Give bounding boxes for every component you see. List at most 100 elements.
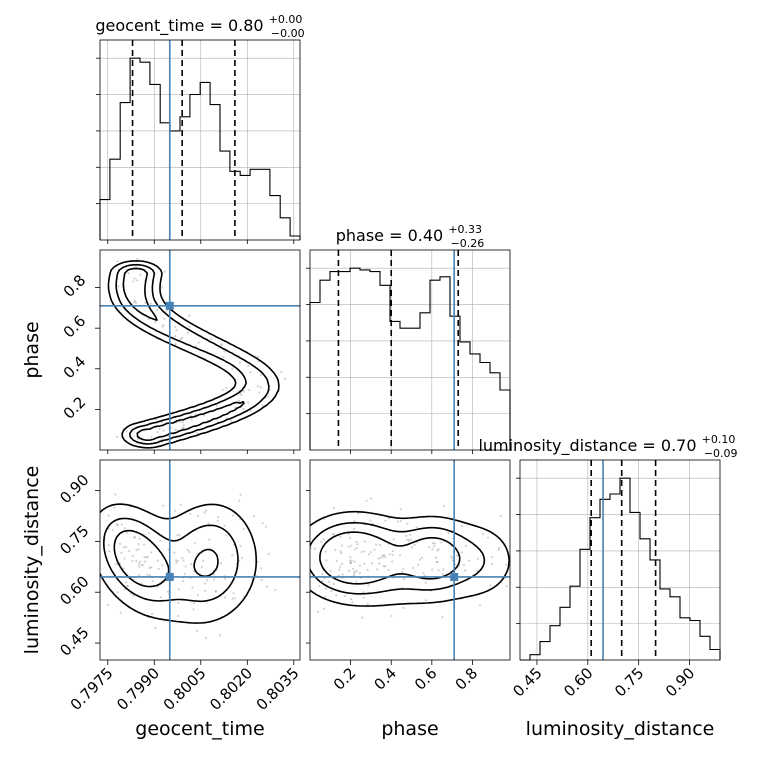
scatter-point-luminosity-distance-vs-geocent-time-627 [146,573,149,577]
scatter-point-luminosity-distance-vs-phase-21 [428,546,431,549]
xtick-label-geocent-time-1: 0.7990 [113,664,163,714]
truth-lines-luminosity-distance-vs-phase [310,460,510,660]
scatter-point-luminosity-distance-vs-phase-305 [436,560,439,564]
scatter-point-phase-vs-geocent-time-387 [259,373,262,377]
scatter-point-phase-vs-geocent-time-186 [132,280,135,283]
scatter-point-luminosity-distance-vs-geocent-time-56 [200,565,203,569]
scatter-point-luminosity-distance-vs-geocent-time-527 [156,559,159,562]
title-luminosity-distance-plus: +0.10 [702,433,736,446]
xtick-label-phase-0: 0.2 [330,664,360,694]
scatter-point-luminosity-distance-vs-phase-753 [476,557,480,560]
ylabel-luminosity-distance: luminosity_distance [21,466,43,655]
scatter-point-luminosity-distance-vs-geocent-time-182 [238,499,241,502]
scatter-point-luminosity-distance-vs-phase-505 [406,538,409,541]
scatter-point-phase-vs-geocent-time-751 [249,409,252,412]
contour-luminosity-distance-vs-geocent-time-1 [103,517,239,603]
scatter-point-luminosity-distance-vs-phase-362 [505,584,508,588]
ytick-label-phase-1: 0.4 [60,352,90,382]
scatter-point-luminosity-distance-vs-phase-456 [355,569,358,572]
scatter-point-luminosity-distance-vs-phase-419 [340,562,344,565]
scatter-point-luminosity-distance-vs-geocent-time-340 [160,596,163,599]
scatter-point-luminosity-distance-vs-phase-612 [431,542,435,545]
scatter-point-luminosity-distance-vs-phase-20 [434,556,438,559]
title-geocent-time-minus: −0.00 [271,27,305,40]
scatter-point-luminosity-distance-vs-phase-38 [322,607,326,611]
scatter-point-luminosity-distance-vs-geocent-time-52 [131,559,134,563]
xtick-label-geocent-time-0: 0.7975 [67,664,117,714]
scatter-point-luminosity-distance-vs-phase-435 [378,544,382,547]
scatter-point-luminosity-distance-vs-geocent-time-206 [115,562,118,566]
title-phase-value: 0.40 [408,226,444,245]
scatter-point-luminosity-distance-vs-phase-213 [352,527,356,530]
scatter-point-luminosity-distance-vs-phase-10 [384,555,387,559]
histogram-luminosity-distance [516,477,721,661]
scatter-point-luminosity-distance-vs-geocent-time-120 [191,586,194,589]
contour-luminosity-distance-vs-phase-0 [310,510,510,607]
scatter-point-phase-vs-geocent-time-190 [186,331,189,334]
scatter-point-luminosity-distance-vs-geocent-time-313 [184,565,187,568]
scatter-point-luminosity-distance-vs-geocent-time-830 [173,551,176,554]
scatter-point-phase-vs-geocent-time-181 [182,426,185,429]
scatter-point-luminosity-distance-vs-phase-669 [441,616,444,619]
density-luminosity-distance-vs-phase [310,497,508,619]
scatter-point-luminosity-distance-vs-phase-633 [350,544,353,547]
scatter-point-luminosity-distance-vs-geocent-time-275 [231,554,234,557]
scatter-point-phase-vs-geocent-time-65 [197,341,200,344]
scatter-point-phase-vs-geocent-time-825 [125,430,128,433]
scatter-point-luminosity-distance-vs-phase-359 [419,558,422,561]
xtick-label-luminosity-distance-2: 0.75 [611,664,647,700]
scatter-point-phase-vs-geocent-time-28 [280,370,283,373]
scatter-point-luminosity-distance-vs-phase-332 [358,564,361,567]
scatter-point-luminosity-distance-vs-geocent-time-179 [125,531,128,534]
contour-phase-vs-geocent-time-2 [122,267,245,441]
scatter-point-luminosity-distance-vs-phase-767 [499,514,502,518]
scatter-point-luminosity-distance-vs-phase-228 [349,561,352,564]
scatter-point-luminosity-distance-vs-phase-92 [310,546,313,549]
scatter-point-phase-vs-geocent-time-379 [162,429,165,432]
scatter-point-luminosity-distance-vs-phase-517 [411,546,414,549]
scatter-point-luminosity-distance-vs-phase-675 [362,591,365,594]
scatter-point-luminosity-distance-vs-geocent-time-241 [261,522,264,525]
scatter-point-luminosity-distance-vs-phase-807 [405,534,408,537]
scatter-point-luminosity-distance-vs-geocent-time-658 [108,550,111,553]
scatter-point-luminosity-distance-vs-geocent-time-787 [137,548,140,551]
title-luminosity-distance-eq: = [637,436,661,455]
scatter-point-luminosity-distance-vs-geocent-time-699 [175,561,178,565]
scatter-point-luminosity-distance-vs-phase-406 [442,568,445,571]
scatter-point-luminosity-distance-vs-phase-198 [340,544,344,547]
scatter-point-luminosity-distance-vs-geocent-time-530 [177,601,180,605]
scatter-point-luminosity-distance-vs-phase-869 [399,519,402,523]
scatter-point-luminosity-distance-vs-geocent-time-769 [203,589,207,592]
scatter-point-luminosity-distance-vs-phase-443 [327,580,331,584]
contour-phase-vs-geocent-time-0 [107,260,280,449]
scatter-point-luminosity-distance-vs-geocent-time-532 [206,579,209,582]
scatter-point-phase-vs-geocent-time-450 [181,427,184,430]
scatter-point-phase-vs-geocent-time-648 [132,301,136,304]
scatter-point-luminosity-distance-vs-phase-580 [332,506,335,509]
scatter-point-luminosity-distance-vs-geocent-time-562 [143,555,146,559]
scatter-point-luminosity-distance-vs-phase-313 [391,550,395,553]
scatter-point-luminosity-distance-vs-geocent-time-839 [125,585,129,588]
quantile-lines-luminosity-distance [590,460,657,660]
scatter-point-phase-vs-geocent-time-573 [127,271,130,275]
scatter-point-luminosity-distance-vs-geocent-time-435 [183,573,186,576]
scatter-point-phase-vs-geocent-time-30 [259,386,262,389]
scatter-point-luminosity-distance-vs-geocent-time-645 [116,523,119,526]
scatter-point-luminosity-distance-vs-geocent-time-67 [175,559,178,562]
scatter-point-luminosity-distance-vs-phase-405 [367,584,370,587]
xlabel-luminosity-distance: luminosity_distance [526,718,715,740]
scatter-point-phase-vs-geocent-time-606 [230,419,233,422]
scatter-point-phase-vs-geocent-time-760 [188,325,191,328]
scatter-point-luminosity-distance-vs-geocent-time-195 [107,544,110,547]
scatter-point-luminosity-distance-vs-phase-274 [491,562,494,566]
scatter-point-luminosity-distance-vs-geocent-time-780 [116,591,119,594]
scatter-point-luminosity-distance-vs-geocent-time-470 [113,506,116,509]
scatter-point-luminosity-distance-vs-geocent-time-493 [126,584,130,588]
xtick-label-phase-2: 0.6 [411,664,441,694]
scatter-point-phase-vs-geocent-time-667 [144,301,147,304]
scatter-point-luminosity-distance-vs-geocent-time-341 [182,559,185,562]
scatter-point-luminosity-distance-vs-geocent-time-443 [252,515,255,518]
scatter-point-phase-vs-geocent-time-250 [215,404,218,407]
scatter-point-luminosity-distance-vs-phase-577 [462,563,465,567]
density-luminosity-distance-vs-geocent-time [100,493,277,639]
